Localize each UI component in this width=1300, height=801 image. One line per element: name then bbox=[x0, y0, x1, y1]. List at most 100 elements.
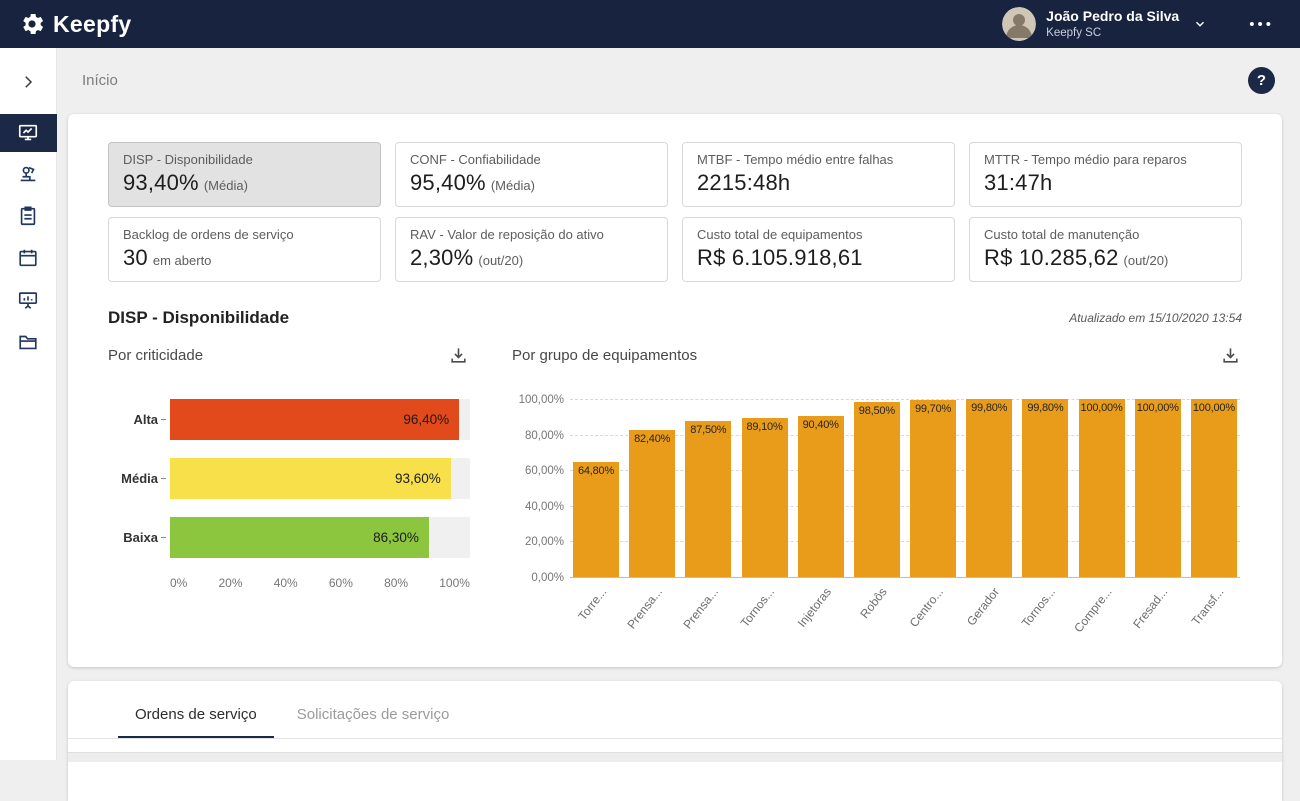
kpi-value: R$ 6.105.918,61 bbox=[697, 245, 863, 270]
bar-track: 93,60% bbox=[170, 458, 470, 499]
kpi-value: 93,40% bbox=[123, 170, 199, 195]
tab-solicitacoes-de-servico[interactable]: Solicitações de serviço bbox=[280, 697, 467, 738]
x-label-slot: Injetoras bbox=[798, 581, 844, 643]
x-label-slot: Prensa... bbox=[685, 581, 731, 643]
bar-track: 96,40% bbox=[170, 399, 470, 440]
x-tick-label: 40% bbox=[274, 576, 298, 590]
equipment-chart-title: Por grupo de equipamentos bbox=[512, 347, 697, 364]
bar-value-label: 82,40% bbox=[629, 433, 675, 445]
equipment-bar[interactable]: 87,50% bbox=[685, 421, 731, 577]
criticality-bar-baixa[interactable]: 86,30% bbox=[170, 517, 429, 558]
equipment-bar[interactable]: 64,80% bbox=[573, 462, 619, 577]
user-name: João Pedro da Silva bbox=[1046, 8, 1179, 26]
sidebar-item-work-orders[interactable] bbox=[8, 196, 48, 236]
x-tick-label: Centro... bbox=[907, 585, 946, 630]
presentation-icon bbox=[17, 289, 39, 311]
equipment-bar[interactable]: 100,00% bbox=[1135, 399, 1181, 577]
breadcrumb[interactable]: Início bbox=[82, 72, 118, 89]
kpi-label: DISP - Disponibilidade bbox=[123, 152, 366, 167]
folder-icon bbox=[17, 331, 39, 353]
bar-value-label: 93,60% bbox=[395, 471, 451, 486]
equipment-bars: 64,80% 82,40% 87,50% 89,10% 90,40% 98,50% 99,7… bbox=[570, 399, 1240, 577]
bar-value-label: 100,00% bbox=[1079, 402, 1125, 414]
user-org: Keepfy SC bbox=[1046, 26, 1179, 40]
x-tick-label: Gerador bbox=[964, 585, 1002, 628]
kpi-label: MTTR - Tempo médio para reparos bbox=[984, 152, 1227, 167]
equipment-bar[interactable]: 89,10% bbox=[742, 418, 788, 577]
bar-value-label: 64,80% bbox=[573, 465, 619, 477]
more-menu-icon[interactable]: ••• bbox=[1241, 16, 1282, 33]
download-icon[interactable] bbox=[447, 344, 470, 367]
equipment-bar[interactable]: 82,40% bbox=[629, 430, 675, 577]
axis-tick bbox=[161, 419, 166, 420]
x-label-slot: Torre... bbox=[573, 581, 619, 643]
criticality-bar-média[interactable]: 93,60% bbox=[170, 458, 451, 499]
brand-name: Keepfy bbox=[53, 11, 132, 38]
criticality-bar-alta[interactable]: 96,40% bbox=[170, 399, 459, 440]
category-label: Baixa bbox=[108, 530, 158, 545]
brand[interactable]: Keepfy bbox=[18, 10, 132, 38]
sidebar bbox=[0, 48, 57, 760]
clipboard-icon bbox=[17, 205, 39, 227]
grid-line: 0,00% bbox=[570, 577, 1240, 578]
kpi-value: 31:47h bbox=[984, 170, 1053, 195]
bar-value-label: 87,50% bbox=[685, 424, 731, 436]
axis-tick bbox=[161, 478, 166, 479]
x-tick-label: 20% bbox=[219, 576, 243, 590]
y-tick-label: 20,00% bbox=[525, 536, 564, 548]
criticality-chart-title: Por criticidade bbox=[108, 347, 203, 364]
sidebar-item-monitoring[interactable] bbox=[8, 280, 48, 320]
equipment-bar[interactable]: 99,70% bbox=[910, 400, 956, 577]
help-button[interactable]: ? bbox=[1248, 67, 1275, 94]
y-tick-label: 60,00% bbox=[525, 465, 564, 477]
x-label-slot: Fresad... bbox=[1135, 581, 1181, 643]
y-tick-label: 0,00% bbox=[531, 572, 564, 584]
sidebar-expand-toggle[interactable] bbox=[8, 62, 48, 102]
x-tick-label: Robôs bbox=[857, 585, 889, 621]
bar-value-label: 86,30% bbox=[373, 530, 429, 545]
x-tick-label: 80% bbox=[384, 576, 408, 590]
equipment-bar[interactable]: 90,40% bbox=[798, 416, 844, 577]
x-tick-label: Prensa... bbox=[624, 585, 665, 631]
bar-value-label: 89,10% bbox=[742, 421, 788, 433]
x-tick-label: Tornos... bbox=[1019, 585, 1058, 630]
sidebar-item-files[interactable] bbox=[8, 322, 48, 362]
kpi-label: CONF - Confiabilidade bbox=[410, 152, 653, 167]
user-menu[interactable]: João Pedro da Silva Keepfy SC bbox=[1002, 7, 1207, 41]
equipment-bar[interactable]: 98,50% bbox=[854, 402, 900, 577]
section-head: DISP - Disponibilidade Atualizado em 15/… bbox=[108, 308, 1242, 328]
section-title: DISP - Disponibilidade bbox=[108, 308, 289, 328]
x-label-slot: Tornos... bbox=[1022, 581, 1068, 643]
breadcrumb-row: Início ? bbox=[57, 48, 1300, 112]
equipment-bar[interactable]: 99,80% bbox=[966, 399, 1012, 577]
bar-value-label: 100,00% bbox=[1191, 402, 1237, 414]
kpi-card-mttr[interactable]: MTTR - Tempo médio para reparos 31:47h bbox=[969, 142, 1242, 207]
equipment-bar[interactable]: 100,00% bbox=[1191, 399, 1237, 577]
calendar-icon bbox=[17, 247, 39, 269]
sidebar-item-dashboard[interactable] bbox=[0, 114, 57, 152]
download-icon[interactable] bbox=[1219, 344, 1242, 367]
sidebar-item-calendar[interactable] bbox=[8, 238, 48, 278]
tab-ordens-de-servico[interactable]: Ordens de serviço bbox=[118, 697, 274, 738]
equipment-bar[interactable]: 100,00% bbox=[1079, 399, 1125, 577]
bar-value-label: 90,40% bbox=[798, 419, 844, 431]
equipment-bar[interactable]: 99,80% bbox=[1022, 399, 1068, 577]
bar-value-label: 98,50% bbox=[854, 405, 900, 417]
sidebar-item-equipment[interactable] bbox=[8, 154, 48, 194]
criticality-x-axis: 0%20%40%60%80%100% bbox=[170, 576, 470, 590]
equipment-group-chart: Por grupo de equipamentos 0,00%20,00%40,… bbox=[512, 344, 1242, 643]
